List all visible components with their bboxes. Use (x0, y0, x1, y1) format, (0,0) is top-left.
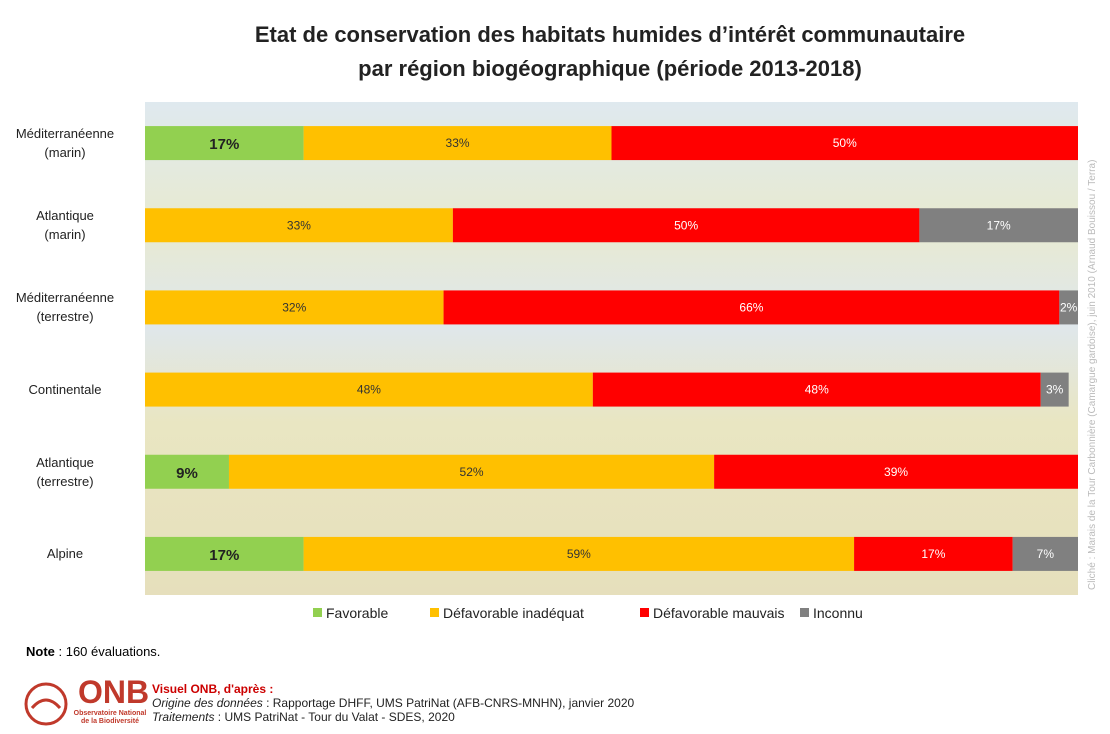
photo-background (145, 102, 1078, 595)
legend-label: Défavorable mauvais (653, 605, 785, 621)
legend-label: Favorable (326, 605, 388, 621)
bar-segment (145, 208, 453, 243)
value-label: 17% (209, 136, 239, 153)
value-label: 32% (282, 300, 306, 314)
value-label: 3% (1046, 383, 1064, 397)
treatment-label: Traitements (152, 710, 215, 724)
category-label: Méditerranéenne (terrestre) (15, 290, 115, 325)
legend-swatch (313, 608, 322, 617)
category-label: Alpine (46, 546, 84, 562)
value-label: 66% (739, 300, 763, 314)
note-label: Note (26, 644, 55, 659)
category-label: Atlantique (terrestre) (36, 454, 94, 489)
value-label: 52% (460, 465, 484, 479)
note-text: : 160 évaluations. (54, 644, 161, 659)
bar-segment (611, 126, 1078, 161)
value-label: 39% (884, 465, 908, 479)
value-label: 9% (176, 465, 198, 482)
bar-segment (714, 454, 1078, 489)
note: Note : 160 évaluations. (26, 644, 160, 659)
value-label: 33% (287, 218, 311, 232)
origin-label: Origine des données (152, 696, 263, 710)
bar-segment (145, 290, 444, 325)
legend-swatch (430, 608, 439, 617)
treatment-text: : UMS PatriNat - Tour du Valat - SDES, 2… (214, 710, 455, 724)
bar-segment (443, 290, 1060, 325)
value-label: 59% (567, 547, 591, 561)
bar-segment (228, 454, 715, 489)
source: Visuel ONB, d'après : Origine des donnée… (152, 682, 634, 724)
photo-credit: Cliché : Marais de la Tour Carbonnière (… (1087, 159, 1098, 590)
bar-segment (592, 372, 1041, 407)
bar-segment (1012, 536, 1078, 571)
bar-segment (303, 126, 612, 161)
value-label: 48% (357, 383, 381, 397)
legend-swatch (800, 608, 809, 617)
bar-segment (919, 208, 1078, 243)
bar-segment (1040, 372, 1069, 407)
chart-title: Etat de conservation des habitats humide… (254, 22, 966, 81)
legend-label: Défavorable inadéquat (443, 605, 584, 621)
origin-text: : Rapportage DHFF, UMS PatriNat (AFB-CNR… (262, 696, 635, 710)
logo-icon (24, 682, 68, 726)
category-label: Atlantique (marin) (36, 208, 94, 243)
bar-segment (854, 536, 1013, 571)
bar-segment (145, 454, 229, 489)
value-label: 33% (446, 136, 470, 150)
category-label: Continentale (28, 382, 102, 398)
bar-segment (145, 536, 304, 571)
legend-swatch (640, 608, 649, 617)
bar-segment (1059, 290, 1078, 325)
value-label: 17% (987, 218, 1011, 232)
source-heading: Visuel ONB, d'après : (152, 682, 274, 696)
value-label: 50% (833, 136, 857, 150)
category-label: Méditerranéenne (marin) (15, 126, 115, 161)
value-label: 17% (921, 547, 945, 561)
bar-segment (145, 372, 593, 407)
value-label: 2% (1060, 300, 1078, 314)
value-label: 50% (674, 218, 698, 232)
value-label: 7% (1037, 547, 1055, 561)
logo-name: Observatoire National de la Biodiversité (73, 710, 147, 725)
value-label: 48% (805, 383, 829, 397)
bar-segment (145, 126, 304, 161)
logo-acronym: ONB (78, 674, 150, 710)
bar-segment (303, 536, 855, 571)
bar-segment (452, 208, 920, 243)
legend-label: Inconnu (813, 605, 863, 621)
value-label: 17% (209, 547, 239, 564)
